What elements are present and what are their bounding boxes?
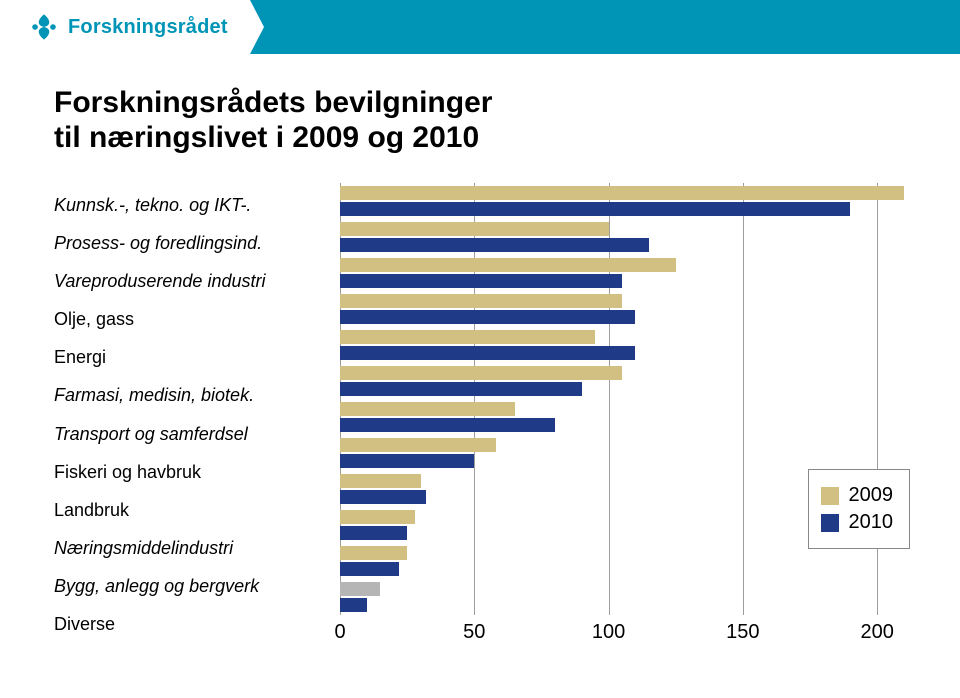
bar-y2009 [340, 582, 380, 596]
bar-y2009 [340, 258, 676, 272]
bar-y2010 [340, 418, 555, 432]
bar-y2010 [340, 490, 426, 504]
chart-area: 050100150200 20092010 [340, 183, 904, 643]
category-label: Energi [54, 340, 340, 376]
title-line-1: Forskningsrådets bevilgninger [54, 86, 960, 121]
header-bar: Forskningsrådet [0, 0, 960, 54]
bar-y2010 [340, 562, 399, 576]
category-label: Prosess- og foredlingsind. [54, 225, 340, 261]
legend-swatch [821, 487, 839, 505]
x-tick-label: 150 [726, 621, 759, 644]
category-slot [340, 579, 904, 615]
category-slot [340, 183, 904, 219]
bar-y2009 [340, 402, 515, 416]
bar-y2009 [340, 330, 595, 344]
category-label: Fiskeri og havbruk [54, 454, 340, 490]
category-label: Vareproduserende industri [54, 263, 340, 299]
bar-y2009 [340, 438, 496, 452]
x-tick-label: 100 [592, 621, 625, 644]
legend-item: 2009 [821, 484, 894, 507]
category-slot [340, 327, 904, 363]
bar-y2009 [340, 546, 407, 560]
bar-y2010 [340, 346, 635, 360]
bar-y2009 [340, 510, 415, 524]
bar-y2009 [340, 474, 421, 488]
x-axis: 050100150200 [340, 615, 904, 643]
logo-text: Forskningsrådet [68, 16, 228, 39]
bar-y2010 [340, 598, 367, 612]
category-label: Farmasi, medisin, biotek. [54, 378, 340, 414]
legend-label: 2009 [849, 484, 894, 507]
x-tick-label: 200 [860, 621, 893, 644]
x-tick-label: 50 [463, 621, 485, 644]
category-label: Kunnsk.-, tekno. og IKT-. [54, 187, 340, 223]
legend-swatch [821, 514, 839, 532]
category-label: Bygg, anlegg og bergverk [54, 569, 340, 605]
category-label: Olje, gass [54, 302, 340, 338]
bar-y2010 [340, 202, 850, 216]
chart-content: Kunnsk.-, tekno. og IKT-.Prosess- og for… [0, 183, 960, 643]
legend-label: 2010 [849, 511, 894, 534]
bar-y2009 [340, 294, 622, 308]
category-slot [340, 435, 904, 471]
title-line-2: til næringslivet i 2009 og 2010 [54, 121, 960, 156]
legend: 2009 2010 [808, 469, 911, 549]
category-slot [340, 363, 904, 399]
bar-y2009 [340, 186, 904, 200]
bar-y2010 [340, 526, 407, 540]
x-tick-label: 0 [334, 621, 345, 644]
category-slot [340, 219, 904, 255]
bar-y2010 [340, 274, 622, 288]
y-axis-labels: Kunnsk.-, tekno. og IKT-.Prosess- og for… [54, 183, 340, 643]
category-slot [340, 291, 904, 327]
category-slot [340, 255, 904, 291]
logo-area: Forskningsrådet [0, 0, 250, 54]
category-label: Landbruk [54, 492, 340, 528]
bar-y2009 [340, 222, 609, 236]
bar-y2009 [340, 366, 622, 380]
bar-y2010 [340, 238, 649, 252]
slide-title: Forskningsrådets bevilgninger til næring… [54, 86, 960, 155]
bar-y2010 [340, 454, 474, 468]
category-label: Næringsmiddelindustri [54, 531, 340, 567]
bar-y2010 [340, 382, 582, 396]
legend-item: 2010 [821, 511, 894, 534]
forskningsradet-logo-icon [30, 13, 58, 41]
category-label: Diverse [54, 607, 340, 643]
plot-area [340, 183, 904, 615]
bar-y2010 [340, 310, 635, 324]
category-slot [340, 399, 904, 435]
category-label: Transport og samferdsel [54, 416, 340, 452]
